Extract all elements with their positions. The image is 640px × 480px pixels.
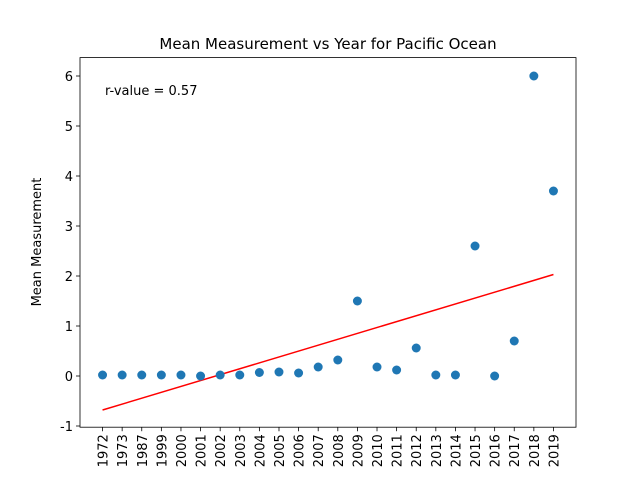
y-tick-label: 2 bbox=[65, 270, 73, 285]
x-tick-label: 1973 bbox=[116, 434, 131, 467]
point bbox=[352, 296, 362, 306]
point bbox=[509, 336, 519, 346]
x-tick-label: 2002 bbox=[214, 434, 229, 467]
point bbox=[548, 186, 558, 196]
point bbox=[196, 371, 206, 381]
point bbox=[431, 370, 441, 380]
point bbox=[215, 370, 225, 380]
y-tick-label: 4 bbox=[65, 170, 73, 185]
fit-line bbox=[102, 273, 554, 411]
x-tick-label: 2016 bbox=[489, 434, 504, 467]
x-tick-label: 2003 bbox=[234, 434, 249, 467]
x-tick-label: 2019 bbox=[547, 434, 562, 467]
y-tick-label: 1 bbox=[65, 320, 73, 335]
y-tick-label: 0 bbox=[65, 370, 73, 385]
x-tick-label: 2012 bbox=[410, 434, 425, 467]
x-tick-label: 2000 bbox=[175, 434, 190, 467]
x-tick-label: 2010 bbox=[371, 434, 386, 467]
x-tick-label: 2008 bbox=[332, 434, 347, 467]
point bbox=[392, 365, 402, 375]
point bbox=[333, 355, 343, 365]
point bbox=[470, 241, 480, 251]
x-tick-label: 2005 bbox=[273, 434, 288, 467]
point bbox=[117, 370, 127, 380]
x-tick-label: 1999 bbox=[155, 434, 170, 467]
x-tick-label: 2013 bbox=[430, 434, 445, 467]
y-tick-label: -1 bbox=[60, 420, 73, 435]
point bbox=[490, 371, 500, 381]
point bbox=[274, 367, 284, 377]
y-tick-label: 5 bbox=[65, 120, 73, 135]
point bbox=[450, 370, 460, 380]
annotation: r-value = 0.57 bbox=[105, 84, 197, 99]
point bbox=[313, 362, 323, 372]
x-tick-label: 1972 bbox=[97, 434, 112, 467]
point bbox=[176, 370, 186, 380]
point bbox=[156, 370, 166, 380]
x-tick-label: 2004 bbox=[253, 434, 268, 467]
point bbox=[294, 368, 304, 378]
plot-frame bbox=[79, 57, 577, 428]
x-tick-label: 2011 bbox=[391, 434, 406, 467]
point bbox=[137, 370, 147, 380]
x-tick-label: 1987 bbox=[136, 434, 151, 467]
point bbox=[372, 362, 382, 372]
y-tick-label: 3 bbox=[65, 220, 73, 235]
x-tick-label: 2017 bbox=[508, 434, 523, 467]
x-tick-label: 2007 bbox=[312, 434, 327, 467]
point bbox=[411, 343, 421, 353]
x-tick-label: 2015 bbox=[469, 434, 484, 467]
point bbox=[98, 370, 108, 380]
x-tick-label: 2001 bbox=[195, 434, 210, 467]
y-tick-label: 6 bbox=[65, 70, 73, 85]
point bbox=[254, 368, 264, 377]
x-tick-label: 2014 bbox=[449, 434, 464, 467]
x-tick-label: 2009 bbox=[351, 434, 366, 467]
point bbox=[235, 370, 245, 380]
chart-title: Mean Measurement vs Year for Pacific Oce… bbox=[159, 35, 496, 53]
x-tick-label: 2006 bbox=[293, 434, 308, 467]
y-axis-label: Mean Measurement bbox=[30, 178, 45, 307]
x-tick-label: 2018 bbox=[528, 434, 543, 467]
point bbox=[529, 71, 539, 81]
